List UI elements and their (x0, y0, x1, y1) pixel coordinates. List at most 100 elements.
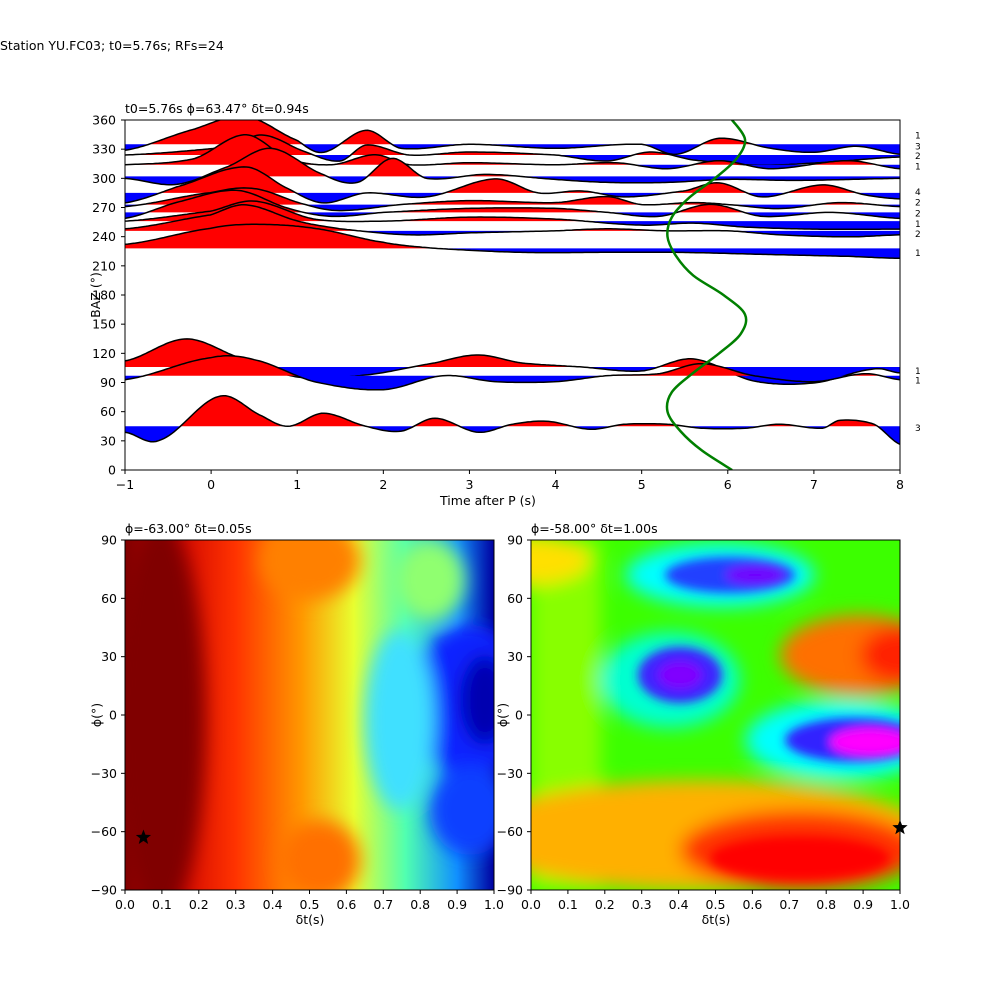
trace-count-label: 1 (915, 377, 921, 387)
y-tick-label: −30 (497, 766, 523, 781)
positive-fill (125, 134, 900, 155)
positive-fill (125, 355, 900, 376)
positive-fill (125, 134, 900, 165)
rf-trace (125, 133, 900, 170)
heatmap-left-x-label: δt(s) (296, 912, 325, 927)
x-tick-label: 0.0 (521, 897, 541, 912)
trace-count-label: 2 (915, 230, 921, 240)
x-tick-label: 0.5 (706, 897, 726, 912)
heatmap-right-title: ϕ=-58.00° δt=1.00s (531, 521, 658, 536)
y-tick-label: 240 (92, 229, 116, 244)
trace-count-label: 1 (915, 367, 921, 377)
best-fit-star-icon (135, 829, 152, 844)
trace-count-label: 2 (915, 209, 921, 219)
rf-trace (125, 223, 900, 260)
y-tick-label: 90 (101, 533, 117, 548)
heatmap-left-title: ϕ=-63.00° δt=0.05s (125, 521, 252, 536)
negative-fill (125, 155, 900, 166)
x-tick-label: 5 (638, 477, 646, 492)
y-tick-label: 30 (100, 433, 116, 448)
x-tick-label: 0.0 (115, 897, 135, 912)
x-tick-label: 1.0 (484, 897, 504, 912)
trace-line (125, 223, 900, 260)
negative-fill (125, 375, 900, 390)
rf-y-label: BAZ (°) (88, 272, 103, 318)
y-tick-label: 60 (100, 404, 116, 419)
trace-count-label: 2 (915, 152, 921, 162)
rf-traces (125, 120, 900, 445)
y-tick-label: 150 (92, 317, 116, 332)
x-tick-label: 0.8 (816, 897, 836, 912)
negative-fill (125, 248, 900, 259)
heatmap-right: ϕ=-58.00° δt=1.00s (495, 521, 910, 927)
rf-trace (125, 355, 900, 391)
y-tick-label: 300 (92, 171, 116, 186)
y-tick-label: 60 (507, 591, 523, 606)
x-tick-label: 8 (896, 477, 904, 492)
x-tick-label: 6 (724, 477, 732, 492)
y-tick-label: 0 (515, 708, 523, 723)
negative-fill (125, 426, 900, 445)
y-tick-label: 30 (507, 649, 523, 664)
trace-line (125, 133, 900, 170)
x-tick-label: 3 (465, 477, 473, 492)
trace-line (125, 394, 900, 445)
y-tick-label: 90 (507, 533, 523, 548)
x-tick-label: 0.4 (669, 897, 689, 912)
x-tick-label: 2 (379, 477, 387, 492)
y-tick-label: 120 (92, 346, 116, 361)
x-tick-label: 0.1 (558, 897, 578, 912)
x-tick-label: 1.0 (890, 897, 910, 912)
positive-fill (125, 204, 900, 231)
heatmap-right-y-label: ϕ(°) (495, 703, 510, 727)
x-tick-label: 0.9 (447, 897, 467, 912)
y-tick-label: 360 (92, 113, 116, 128)
figure-suptitle: Station YU.FC03; t0=5.76s; RFs=24 (0, 38, 224, 53)
negative-fill (125, 192, 900, 203)
heatmap-left-field (125, 540, 494, 890)
x-tick-label: 0.2 (595, 897, 615, 912)
heatmap-right-x-ticks: 0.0 0.1 0.2 0.3 0.4 0.5 0.6 0.7 0.8 0.9 1.0 (521, 890, 910, 912)
heatmap-left: ϕ=-63.00° δt=0.05s 0.0 0.1 0.2 0.3 0.4 0.5 0.6… (89, 521, 504, 927)
x-tick-label: 0.7 (779, 897, 799, 912)
negative-fill (125, 366, 900, 385)
trace-count-label: 1 (915, 163, 921, 173)
x-tick-label: 7 (810, 477, 818, 492)
trace-line (125, 187, 900, 212)
rf-trace (125, 147, 900, 186)
trace-count-label: 2 (915, 199, 921, 209)
x-tick-label: 0.9 (853, 897, 873, 912)
rf-panel-title: t0=5.76s ϕ=63.47° δt=0.94s (125, 101, 309, 116)
x-tick-label: 0.1 (152, 897, 172, 912)
trace-count-label: 4 (915, 188, 921, 198)
positive-fill (125, 190, 900, 213)
y-tick-label: −30 (91, 766, 117, 781)
trace-line (125, 200, 900, 231)
positive-fill (125, 148, 900, 177)
y-tick-label: 180 (92, 288, 116, 303)
y-tick-label: −60 (91, 824, 117, 839)
star-marker (135, 829, 152, 844)
heatmap-right-field (531, 540, 900, 890)
rf-trace (125, 394, 900, 445)
trace-line (125, 189, 900, 220)
heatmap-left-y-ticks: −90 −60 −30 0 30 60 90 (91, 533, 125, 898)
y-tick-label: 30 (101, 649, 117, 664)
heatmap-right-x-label: δt(s) (702, 912, 731, 927)
green-curve (665, 120, 748, 470)
rf-trace (125, 203, 900, 238)
rf-trace (125, 189, 900, 220)
negative-fill (125, 204, 900, 211)
y-tick-label: 0 (109, 708, 117, 723)
trace-line (125, 147, 900, 186)
x-tick-label: 0.8 (410, 897, 430, 912)
x-tick-label: 0.4 (263, 897, 283, 912)
star-marker (892, 819, 908, 835)
x-tick-label: 0.3 (226, 897, 246, 912)
rf-y-ticks: 0 30 60 90 120 150 180 210 240 270 300 330 360 (92, 113, 125, 478)
x-tick-label: −1 (116, 477, 134, 492)
y-tick-label: −60 (497, 824, 523, 839)
trace-count-label: 1 (915, 220, 921, 230)
